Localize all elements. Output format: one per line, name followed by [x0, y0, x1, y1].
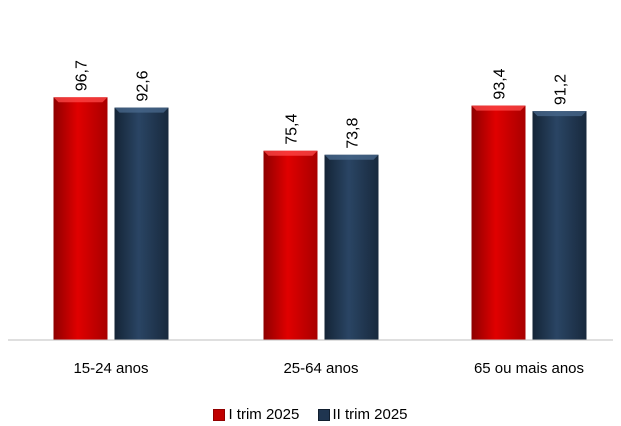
bar-body	[471, 105, 526, 340]
legend-item-series-0: I trim 2025	[213, 406, 299, 424]
legend-label: II trim 2025	[332, 406, 408, 423]
data-label: 91,2	[553, 74, 570, 105]
legend-item-series-1: II trim 2025	[317, 406, 408, 424]
bar-body	[114, 107, 169, 340]
bar-bevel	[532, 111, 587, 117]
bar-bevel	[471, 105, 526, 111]
bar-body	[532, 111, 587, 340]
bar-bevel	[263, 150, 318, 156]
x-tick-label: 15-24 anos	[73, 360, 148, 377]
bar-i-trim-1	[263, 150, 318, 340]
legend: I trim 2025 II trim 2025	[0, 406, 621, 426]
bar-ii-trim-2	[532, 111, 587, 340]
bar-body	[324, 154, 379, 340]
x-tick-label: 65 ou mais anos	[474, 360, 584, 377]
bar-ii-trim-1	[324, 154, 379, 340]
x-tick-label: 25-64 anos	[283, 360, 358, 377]
tick-labels: 15-24 anos 25-64 anos 65 ou mais anos	[73, 360, 584, 377]
data-label: 93,4	[492, 68, 509, 99]
bar-i-trim-2	[471, 105, 526, 340]
data-label: 75,4	[284, 114, 301, 145]
bar-bevel	[53, 97, 108, 103]
bar-ii-trim-0	[114, 107, 169, 340]
data-label: 96,7	[74, 60, 91, 91]
bar-body	[53, 97, 108, 341]
bar-bevel	[324, 154, 379, 160]
legend-swatch-red-square-icon	[213, 409, 226, 421]
data-label: 73,8	[345, 118, 362, 149]
bar-bevel	[114, 107, 169, 113]
bar-body	[263, 150, 318, 340]
labels-layer: 96,7 92,6 75,4 73,8 93,4 91,2	[74, 60, 570, 149]
bar-i-trim-0	[53, 97, 108, 341]
bar-chart: 96,7 92,6 75,4 73,8 93,4 91,2 15-24 anos 25-64…	[8, 60, 613, 377]
legend-swatch-navy-square-icon	[317, 409, 330, 421]
bars-layer	[53, 97, 587, 341]
data-label: 92,6	[135, 70, 152, 101]
legend-label: I trim 2025	[228, 406, 300, 423]
